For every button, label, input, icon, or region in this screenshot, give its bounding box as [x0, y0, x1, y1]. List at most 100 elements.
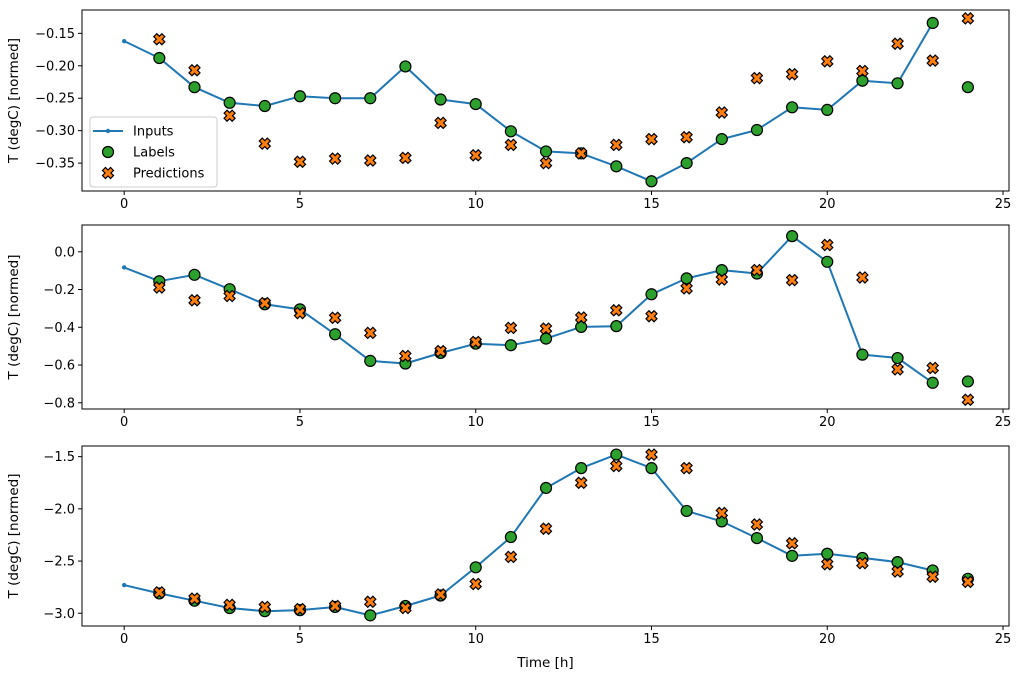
- label-point-marker: [891, 77, 904, 90]
- label-point-marker: [715, 133, 728, 146]
- label-point-marker: [786, 230, 799, 243]
- x-tick-label: 0: [120, 632, 128, 647]
- prediction-point-marker: [434, 588, 447, 601]
- prediction-point-marker: [363, 326, 377, 340]
- prediction-point-marker: [293, 602, 307, 616]
- prediction-point-marker: [785, 273, 799, 287]
- x-tick-label: 15: [643, 632, 660, 647]
- legend-item-inputs: Inputs: [93, 125, 174, 140]
- prediction-point-marker: [258, 137, 272, 150]
- prediction-point-marker: [223, 109, 236, 123]
- y-tick-label: 0.0: [54, 245, 75, 260]
- prediction-point-marker: [152, 32, 166, 46]
- label-point-marker: [891, 556, 904, 569]
- label-point-marker: [610, 448, 623, 461]
- x-tick-label: 5: [296, 415, 304, 430]
- label-point-marker: [258, 99, 271, 113]
- prediction-point-marker: [856, 64, 869, 78]
- label-point-marker: [504, 339, 517, 352]
- prediction-point-marker: [926, 54, 940, 67]
- legend-item-predictions: Predictions: [101, 166, 205, 182]
- inputs-line: [123, 22, 934, 183]
- x-tick-label: 20: [819, 197, 836, 212]
- label-point-marker: [645, 288, 658, 301]
- prediction-point-marker: [750, 263, 764, 277]
- label-point-marker: [645, 175, 658, 188]
- y-tick-label: −3.0: [43, 607, 75, 622]
- prediction-point-marker: [961, 12, 975, 25]
- prediction-point-marker: [820, 54, 834, 68]
- inputs-point-marker: [121, 582, 127, 588]
- prediction-point-marker: [152, 281, 166, 294]
- prediction-point-marker: [363, 154, 377, 167]
- legend-circle-icon: [101, 145, 115, 159]
- label-point-marker: [469, 561, 482, 574]
- label-point-marker: [575, 462, 588, 475]
- prediction-point-marker: [609, 459, 623, 473]
- y-tick-label: −0.6: [43, 359, 75, 374]
- axes-frame: [81, 9, 1010, 192]
- prediction-point-marker: [363, 595, 377, 609]
- prediction-point-marker: [504, 321, 518, 335]
- inputs-point-marker: [121, 38, 127, 44]
- y-tick-label: −0.15: [35, 27, 75, 42]
- prediction-point-marker: [223, 598, 236, 612]
- x-tick-label: 20: [819, 415, 836, 430]
- prediction-point-marker: [293, 306, 307, 320]
- prediction-point-marker: [680, 461, 693, 475]
- x-tick-label: 15: [643, 197, 660, 212]
- prediction-point-marker: [609, 138, 623, 152]
- prediction-point-marker: [574, 311, 588, 324]
- prediction-point-marker: [539, 522, 553, 536]
- label-point-marker: [504, 125, 517, 138]
- prediction-point-marker: [574, 147, 588, 160]
- prediction-point-marker: [434, 344, 447, 358]
- prediction-point-marker: [469, 335, 483, 349]
- prediction-point-marker: [399, 151, 412, 165]
- label-point-marker: [610, 160, 623, 173]
- label-point-marker: [786, 101, 799, 114]
- label-point-marker: [750, 531, 764, 545]
- prediction-point-marker: [891, 37, 904, 51]
- inputs-point-marker: [121, 265, 127, 270]
- legend: Inputs Labels Predictions: [89, 116, 218, 188]
- prediction-point-marker: [680, 130, 693, 144]
- label-point-marker: [645, 462, 658, 475]
- prediction-point-marker: [645, 132, 658, 146]
- label-point-marker: [188, 268, 201, 281]
- prediction-point-marker: [820, 557, 834, 571]
- label-point-marker: [188, 81, 201, 94]
- subplot-middle: 0 5 10 15 20 25 0.0 −0.2 −0.4 −0.6 −0.8 T (degC) [n…: [6, 224, 1011, 430]
- legend-item-label: Inputs: [133, 125, 174, 140]
- prediction-point-marker: [188, 63, 201, 77]
- label-point-marker: [364, 354, 377, 367]
- prediction-point-marker: [856, 556, 869, 570]
- x-tick-label: 10: [467, 415, 484, 430]
- legend-box: [89, 116, 218, 188]
- prediction-point-marker: [293, 155, 307, 169]
- prediction-point-marker: [645, 448, 658, 461]
- prediction-point-marker: [680, 282, 693, 295]
- prediction-point-marker: [926, 361, 940, 375]
- label-point-marker: [539, 332, 553, 345]
- y-tick-label: −1.5: [43, 450, 75, 465]
- label-point-marker: [715, 264, 728, 277]
- prediction-point-marker: [469, 148, 483, 162]
- y-tick-label: −2.5: [43, 555, 75, 570]
- label-point-marker: [891, 351, 904, 365]
- label-point-marker: [961, 81, 974, 94]
- prediction-point-marker: [750, 518, 764, 531]
- y-tick-label: −0.8: [43, 396, 75, 411]
- label-point-marker: [575, 320, 588, 334]
- axes-frame: [81, 224, 1010, 410]
- y-tick-label: −0.25: [35, 92, 75, 107]
- legend-x-icon: [101, 166, 115, 180]
- label-point-marker: [926, 376, 939, 389]
- label-point-marker: [680, 272, 693, 285]
- subplot-bottom: 0 5 10 15 20 25 −1.5 −2.0 −2.5 −3.0 T (degC) [norm…: [6, 445, 1011, 671]
- y-tick-label: −2.0: [43, 502, 75, 517]
- label-point-marker: [786, 549, 799, 562]
- label-point-marker: [223, 96, 236, 109]
